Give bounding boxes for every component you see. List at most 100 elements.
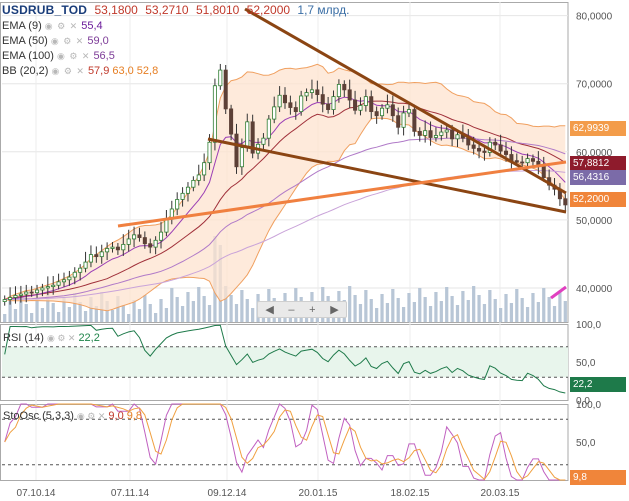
candle (390, 95, 395, 122)
x-tick-label: 20.01.15 (299, 488, 338, 499)
volume-bar (348, 286, 352, 322)
eye-gear-close-icon[interactable]: ◉ ⚙ ✕ (56, 51, 91, 61)
eye-gear-close-icon[interactable]: ◉ ⚙ ✕ (44, 21, 79, 31)
panel-frame (0, 2, 569, 323)
candle (159, 221, 164, 249)
candle (385, 94, 390, 114)
candle (369, 90, 374, 119)
volume-bar (3, 314, 7, 322)
candle (35, 284, 40, 298)
volume-bar (105, 301, 109, 322)
candle-body (239, 147, 244, 168)
volume-bar (154, 313, 158, 322)
scroll-right-button[interactable]: ▶ (330, 304, 339, 316)
zoom-control[interactable]: ◀ – + ▶ (257, 301, 347, 318)
candle-body (439, 131, 444, 136)
x-tick-label: 09.12.14 (208, 488, 247, 499)
candle (320, 86, 325, 113)
candle (347, 79, 352, 109)
volume-bar (78, 302, 82, 322)
eye-gear-close-icon[interactable]: ◉ ⚙ ✕ (76, 411, 106, 421)
volume-bar (412, 302, 416, 322)
candle (406, 103, 411, 118)
y-tick-label: 40,0000 (576, 284, 613, 295)
volume-bars (3, 236, 567, 322)
legend-ema9[interactable]: EMA (9) ◉ ⚙ ✕ 55,4 (2, 19, 103, 33)
candle (99, 244, 104, 264)
stoch-label[interactable]: StoOsc (5,3,3) ◉ ⚙ ✕ 9,0 9,8 (3, 410, 142, 422)
bollinger-lower (4, 117, 566, 312)
candle (202, 153, 207, 182)
rsi-tag: 22,2 (570, 377, 626, 392)
candle (288, 95, 293, 115)
candle-body (406, 109, 411, 114)
volume-bar (493, 299, 497, 322)
volume-bar (563, 301, 567, 322)
x-tick-label: 07.10.14 (17, 488, 56, 499)
candle (218, 63, 223, 90)
legend-ema100[interactable]: EMA (100) ◉ ⚙ ✕ 56,5 (2, 49, 115, 63)
zoom-out-button[interactable]: – (288, 303, 295, 316)
volume-bar (391, 289, 395, 322)
rsi-label[interactable]: RSI (14) ◉ ⚙ ✕ 22,2 (3, 332, 100, 344)
volume-bar (418, 288, 422, 322)
stoch-tick-label: 50,0 (576, 438, 596, 449)
volume-bar (35, 299, 39, 322)
candle-body (72, 271, 77, 278)
candle (331, 90, 336, 115)
volume-bar (525, 307, 530, 322)
volume-bar (536, 302, 540, 322)
price-tag-last: 52,2000 (570, 192, 626, 207)
candle (121, 234, 126, 256)
candle (277, 86, 282, 112)
candle (229, 104, 234, 141)
eye-gear-close-icon[interactable]: ◉ ⚙ ✕ (50, 36, 85, 46)
volume-bar (175, 297, 179, 322)
scroll-left-button[interactable]: ◀ (265, 304, 274, 316)
candle (175, 192, 180, 216)
volume-bar (434, 292, 438, 322)
volume-bar (56, 312, 61, 322)
eye-gear-close-icon[interactable]: ◉ ⚙ ✕ (51, 66, 85, 76)
rsi-panel (2, 324, 568, 394)
candle (282, 87, 288, 109)
candle-body (444, 129, 449, 133)
volume-bar (73, 293, 77, 322)
candle (304, 88, 309, 102)
candle-body (493, 141, 498, 146)
rsi-value: 22,2 (78, 332, 100, 344)
candle-body (67, 276, 72, 281)
candle-body (525, 158, 530, 164)
candle-body (148, 243, 153, 248)
candle-body (207, 141, 212, 164)
candle (110, 242, 115, 253)
legend-ema50[interactable]: EMA (50) ◉ ⚙ ✕ 59,0 (2, 34, 109, 48)
volume-bar (558, 292, 562, 322)
candle-body (428, 130, 433, 138)
volume-bar (40, 308, 45, 322)
volume-bar (229, 295, 233, 322)
candle-body (24, 291, 29, 295)
zoom-in-button[interactable]: + (309, 303, 316, 316)
candle-body (61, 279, 67, 283)
volume-bar (407, 293, 411, 322)
legend-bb[interactable]: BB (20,2) ◉ ⚙ ✕ 57,9 63,0 52,8 (2, 64, 158, 78)
candle-body (175, 199, 180, 210)
volume-bar (62, 298, 66, 322)
candle-body (342, 83, 347, 91)
candle (196, 164, 201, 186)
candle (250, 114, 255, 159)
candle-body (40, 287, 45, 291)
volume-bar (504, 294, 508, 322)
volume-bar (143, 295, 147, 322)
candle (428, 121, 433, 146)
eye-gear-close-icon[interactable]: ◉ ⚙ ✕ (46, 333, 76, 343)
candle-body (153, 239, 158, 248)
candle-body (380, 107, 385, 117)
volume-bar (245, 299, 249, 322)
volume-bar (515, 289, 519, 322)
candle-body (88, 254, 93, 263)
volume-bar (552, 306, 557, 322)
candle-body (450, 129, 455, 140)
trendline-upper (244, 7, 567, 195)
